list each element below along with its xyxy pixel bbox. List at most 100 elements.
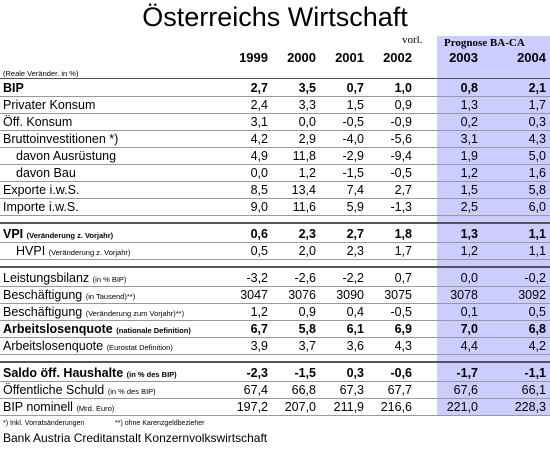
row-label: davon Bau <box>16 166 76 180</box>
cell-value: -0,5 <box>390 166 412 180</box>
cell-value: 66,1 <box>521 383 546 397</box>
cell-value: 9,0 <box>250 200 268 214</box>
cell-value: 0,2 <box>460 115 478 129</box>
cell-value: -2,6 <box>294 271 316 285</box>
cell-value: 1,5 <box>460 183 478 197</box>
cell-value: -4,0 <box>342 132 364 146</box>
row-label: Öff. Konsum <box>3 115 72 129</box>
label-text: Leistungsbilanz <box>3 271 90 285</box>
cell-value: -1,3 <box>390 200 412 214</box>
cell-value: 3078 <box>450 288 478 302</box>
year-header: 1999 <box>239 50 268 65</box>
label-note: (Mrd. Euro) <box>76 404 115 413</box>
row-label: Beschäftigung (in Tausend)**) <box>3 288 135 302</box>
cell-value: 1,1 <box>528 227 546 241</box>
table-row: Exporte i.w.S. 8,5 13,4 7,4 2,7 1,5 5,8 <box>0 182 550 199</box>
cell-value: 0,3 <box>346 366 364 380</box>
label-note: (in % des BIP) <box>126 370 177 379</box>
cell-value: 1,7 <box>528 98 546 112</box>
row-label: Beschäftigung (Veränderung zum Vorjahr)*… <box>3 305 184 319</box>
cell-value: -0,5 <box>390 305 412 319</box>
cell-value: 6,8 <box>528 322 546 336</box>
table-row: BIP nominell (Mrd. Euro) 197,2 207,0 211,9 2… <box>0 399 550 416</box>
cell-value: -0,2 <box>524 271 546 285</box>
cell-value: 67,4 <box>243 383 268 397</box>
cell-value: 1,2 <box>460 166 478 180</box>
cell-value: 0,3 <box>528 115 546 129</box>
cell-value: 221,0 <box>446 400 478 414</box>
cell-value: 1,2 <box>298 166 316 180</box>
row-label: davon Ausrüstung <box>16 149 116 163</box>
label-text: davon Ausrüstung <box>16 149 117 163</box>
row-label: Exporte i.w.S. <box>3 183 79 197</box>
cell-value: 3,6 <box>346 339 364 353</box>
row-label: Arbeitslosenquote (nationale Definition) <box>3 322 191 336</box>
cell-value: 3,9 <box>250 339 268 353</box>
cell-value: 1,0 <box>394 81 412 95</box>
cell-value: 0,1 <box>460 305 478 319</box>
cell-value: 1,1 <box>528 244 546 258</box>
cell-value: 0,5 <box>250 244 268 258</box>
cell-value: 5,8 <box>298 322 316 336</box>
cell-value: 4,2 <box>528 339 546 353</box>
cell-value: 1,9 <box>460 149 478 163</box>
cell-value: 2,5 <box>460 200 478 214</box>
cell-value: 67,7 <box>387 383 412 397</box>
cell-value: 1,3 <box>460 98 478 112</box>
cell-value: 2,7 <box>394 183 412 197</box>
cell-value: 7,0 <box>460 322 478 336</box>
label-text: davon Bau <box>16 166 76 180</box>
year-header: 2000 <box>287 50 316 65</box>
row-label: HVPI (Veränderung z. Vorjahr) <box>16 244 130 258</box>
cell-value: 0,9 <box>394 98 412 112</box>
table-row: HVPI (Veränderung z. Vorjahr) 0,5 2,0 2,3 1,… <box>0 243 550 260</box>
label-note: (Eurostat Definition) <box>106 343 173 352</box>
footnote: **) ohne Karenzgeldbezieher <box>115 420 205 427</box>
cell-value: 1,6 <box>528 166 546 180</box>
table-row: Beschäftigung (in Tausend)**) 3047 3076 309… <box>0 287 550 304</box>
row-label: Importe i.w.S. <box>3 200 79 214</box>
cell-value: 8,5 <box>250 183 268 197</box>
cell-value: -9,4 <box>390 149 412 163</box>
cell-value: -3,2 <box>246 271 268 285</box>
label-note: (nationale Definition) <box>116 326 191 335</box>
table-row: Arbeitslosenquote (nationale Definition)… <box>0 321 550 338</box>
unit-note: (Reale Veränder. in %) <box>3 69 79 78</box>
cell-value: 3,3 <box>298 98 316 112</box>
cell-value: -0,6 <box>390 366 412 380</box>
row-label: BIP nominell (Mrd. Euro) <box>3 400 114 414</box>
table-row: davon Ausrüstung 4,9 11,8 -2,9 -9,4 1,9 5,0 <box>0 148 550 165</box>
table-row: Privater Konsum 2,4 3,3 1,5 0,9 1,3 1,7 <box>0 97 550 114</box>
cell-value: 2,4 <box>250 98 268 112</box>
cell-value: 6,7 <box>250 322 268 336</box>
label-text: Beschäftigung <box>3 288 83 302</box>
row-label: Saldo öff. Haushalte (in % des BIP) <box>3 366 177 380</box>
label-note: (in % des BIP) <box>107 387 156 396</box>
label-note: (in % BIP) <box>92 275 127 284</box>
label-note: (Veränderung z. Vorjahr) <box>48 248 131 257</box>
cell-value: 67,3 <box>339 383 364 397</box>
cell-value: 0,0 <box>250 166 268 180</box>
table-row: BIP 2,7 3,5 0,7 1,0 0,8 2,1 <box>0 80 550 97</box>
label-text: Arbeitslosenquote <box>3 322 113 336</box>
cell-value: -1,5 <box>294 366 316 380</box>
label-text: HVPI <box>16 244 46 258</box>
label-text: Importe i.w.S. <box>3 200 79 214</box>
cell-value: 6,1 <box>346 322 364 336</box>
cell-value: 1,5 <box>346 98 364 112</box>
cell-value: 4,9 <box>250 149 268 163</box>
cell-value: 3,1 <box>460 132 478 146</box>
cell-value: 3090 <box>336 288 364 302</box>
cell-value: -1,7 <box>456 366 478 380</box>
label-note: (in Tausend)**) <box>85 292 136 301</box>
row-label: Leistungsbilanz (in % BIP) <box>3 271 126 285</box>
cell-value: 3075 <box>384 288 412 302</box>
cell-value: 2,7 <box>346 227 364 241</box>
cell-value: -5,6 <box>390 132 412 146</box>
cell-value: -0,9 <box>390 115 412 129</box>
forecast-band <box>437 36 550 416</box>
label-note: (Veränderung zum Vorjahr)**) <box>85 309 185 318</box>
cell-value: 5,8 <box>528 183 546 197</box>
cell-value: 5,0 <box>528 149 546 163</box>
label-text: Beschäftigung <box>3 305 83 319</box>
